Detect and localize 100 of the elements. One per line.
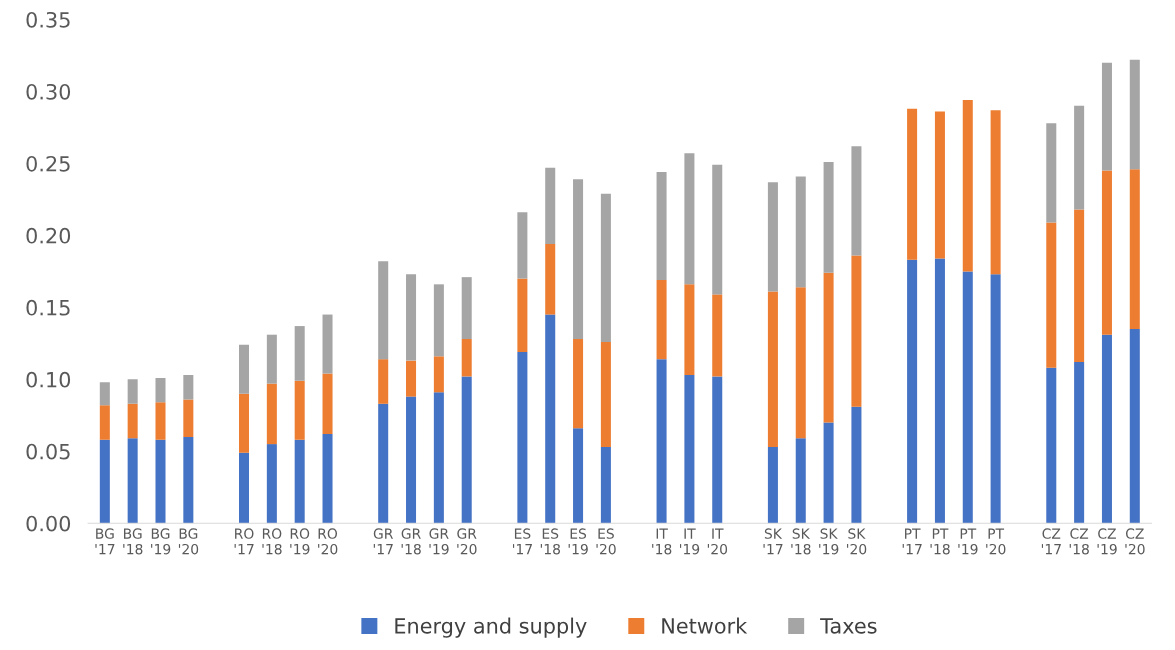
bar bbox=[767, 446, 778, 524]
bar bbox=[461, 277, 472, 340]
y-tick-label: 0.10 bbox=[26, 371, 71, 388]
bar bbox=[656, 359, 667, 524]
bar bbox=[1074, 362, 1085, 524]
x-tick-label: BG '17 bbox=[95, 528, 115, 555]
x-tick-label: CZ '17 bbox=[1041, 528, 1061, 555]
x-tick-label: CZ '18 bbox=[1069, 528, 1089, 555]
bar bbox=[127, 403, 138, 439]
bar bbox=[1101, 170, 1112, 335]
bar bbox=[266, 334, 277, 384]
bar bbox=[322, 434, 333, 524]
bar bbox=[239, 452, 250, 524]
bar bbox=[1074, 209, 1085, 363]
bar bbox=[545, 244, 556, 315]
bar bbox=[962, 100, 973, 272]
bar bbox=[155, 402, 166, 440]
bar bbox=[795, 176, 806, 288]
bar bbox=[1129, 169, 1140, 329]
bar bbox=[1046, 367, 1057, 524]
bar bbox=[1101, 62, 1112, 171]
bar bbox=[795, 438, 806, 524]
bar bbox=[406, 396, 417, 524]
y-tick-label: 0.20 bbox=[26, 227, 71, 244]
bar bbox=[183, 436, 194, 524]
bar bbox=[406, 274, 417, 361]
bar bbox=[684, 284, 695, 375]
bar bbox=[99, 405, 110, 440]
bar bbox=[907, 108, 918, 260]
x-tick-label: ES '17 bbox=[512, 528, 532, 555]
bar bbox=[266, 383, 277, 445]
x-tick-label: ES '20 bbox=[596, 528, 616, 555]
bar bbox=[684, 153, 695, 285]
bar bbox=[573, 179, 584, 340]
bar bbox=[517, 278, 528, 352]
bar bbox=[294, 380, 305, 440]
bar bbox=[1129, 59, 1140, 170]
bar bbox=[1046, 222, 1057, 368]
bar bbox=[851, 406, 862, 524]
bar bbox=[461, 339, 472, 377]
x-tick-label: GR '17 bbox=[373, 528, 394, 555]
x-tick-label: SK '17 bbox=[763, 528, 783, 555]
bar bbox=[573, 428, 584, 524]
bar bbox=[183, 375, 194, 400]
x-tick-label: ES '19 bbox=[568, 528, 588, 555]
bar bbox=[517, 212, 528, 279]
bar bbox=[823, 272, 834, 423]
x-tick-label: RO '19 bbox=[290, 528, 310, 555]
bar bbox=[1074, 105, 1085, 210]
bar bbox=[433, 356, 444, 393]
y-tick-label: 0.35 bbox=[26, 11, 70, 28]
x-tick-label: BG '20 bbox=[178, 528, 199, 555]
bar bbox=[99, 439, 110, 524]
bar bbox=[433, 284, 444, 357]
bar bbox=[656, 280, 667, 360]
bar bbox=[545, 314, 556, 524]
bar bbox=[378, 359, 389, 404]
x-tick-label: IT '20 bbox=[707, 528, 728, 555]
bar bbox=[1046, 123, 1057, 223]
bar bbox=[907, 259, 918, 524]
x-tick-label: GR '20 bbox=[457, 528, 477, 555]
y-tick-label: 0.30 bbox=[26, 83, 71, 100]
bar bbox=[990, 110, 1001, 275]
bar bbox=[127, 379, 138, 404]
bar bbox=[823, 161, 834, 273]
bar bbox=[545, 167, 556, 245]
bar bbox=[684, 375, 695, 524]
bar bbox=[378, 261, 389, 360]
x-tick-label: BG '19 bbox=[151, 528, 171, 555]
bar bbox=[1129, 328, 1140, 524]
x-tick-label: PT '19 bbox=[958, 528, 978, 555]
bar bbox=[239, 344, 250, 394]
bar bbox=[656, 172, 667, 281]
x-tick-label: IT '19 bbox=[680, 528, 700, 555]
bar bbox=[461, 376, 472, 524]
bar bbox=[127, 438, 138, 524]
bar bbox=[573, 339, 584, 429]
y-tick-label: 0.15 bbox=[26, 299, 70, 316]
x-tick-label: PT '20 bbox=[986, 528, 1006, 555]
bar bbox=[155, 377, 166, 403]
bar bbox=[934, 258, 945, 524]
x-tick-label: PT '18 bbox=[930, 528, 950, 555]
bar bbox=[934, 111, 945, 259]
bar bbox=[294, 439, 305, 524]
bar bbox=[322, 373, 333, 435]
bar bbox=[990, 274, 1001, 524]
bar bbox=[1101, 334, 1112, 524]
bar bbox=[155, 439, 166, 524]
x-tick-label: RO '17 bbox=[234, 528, 254, 555]
bar bbox=[823, 422, 834, 524]
x-tick-label: IT '18 bbox=[652, 528, 672, 555]
bar bbox=[712, 164, 723, 295]
x-tick-label: RO '20 bbox=[318, 528, 338, 555]
bar bbox=[712, 294, 723, 377]
x-tick-label: CZ '19 bbox=[1097, 528, 1117, 555]
y-tick-label: 0.25 bbox=[26, 155, 70, 172]
legend-label: Taxes bbox=[820, 618, 877, 634]
bar bbox=[767, 291, 778, 447]
y-tick-label: 0.00 bbox=[26, 515, 71, 532]
y-tick-label: 0.05 bbox=[26, 443, 70, 460]
